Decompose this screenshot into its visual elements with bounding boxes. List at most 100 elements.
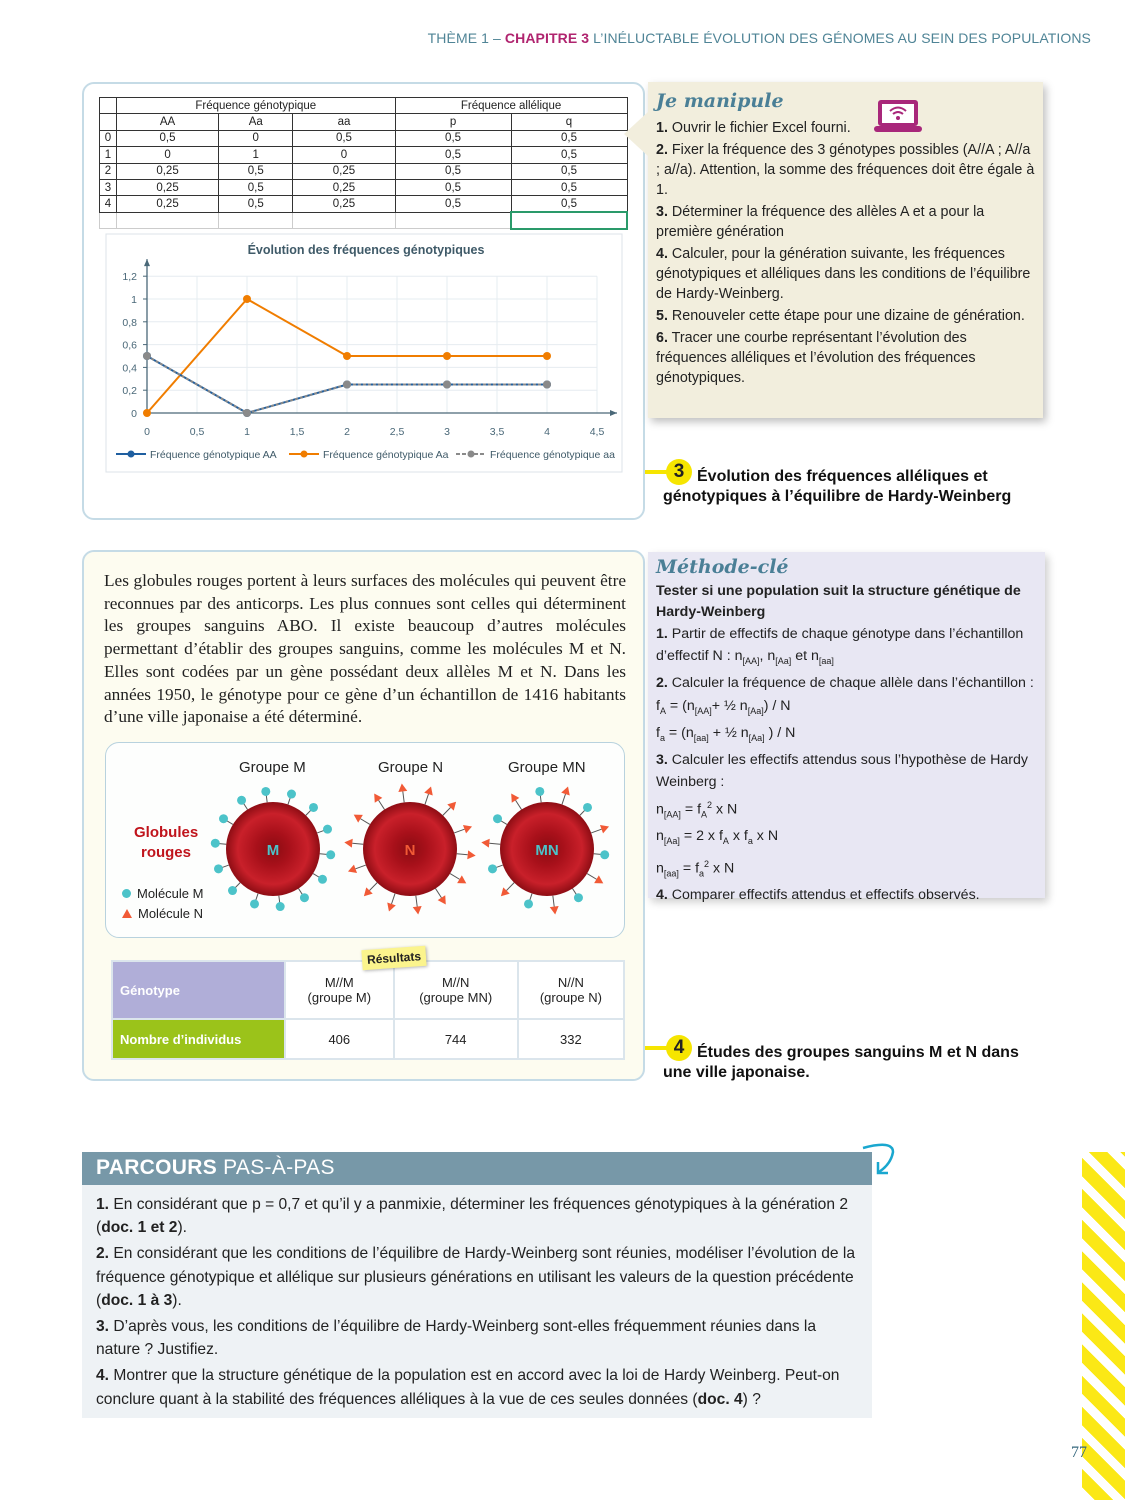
decorative-stripes	[1082, 1152, 1125, 1500]
cell-label: MN	[535, 842, 558, 859]
chapter-label: CHAPITRE 3	[504, 30, 590, 46]
formula: n[AA] = fA2 x N	[656, 799, 738, 820]
theme-label: THÈME 1 –	[427, 30, 501, 46]
legend-label: Fréquence génotypique aa	[490, 449, 615, 461]
y-tick-label: 0,4	[122, 362, 137, 374]
molecule-m	[227, 886, 237, 896]
table-cell: 0,5	[394, 162, 512, 180]
molecule-m	[213, 864, 223, 874]
group-n-label: Groupe N	[378, 759, 444, 776]
table-cell: 0,5	[510, 162, 628, 180]
molecule-n	[599, 824, 610, 834]
table-cell: 0,5	[218, 178, 294, 197]
table-cell: 1	[218, 146, 294, 164]
method-step: 1. Partir de effectifs de chaque génotyp…	[656, 626, 1024, 667]
table-cell: 4	[99, 195, 117, 213]
genotype-cell: M//M (groupe M)	[284, 960, 395, 1020]
molecule-stalk	[391, 893, 396, 905]
connector-line	[645, 1046, 669, 1050]
table-cell: 3	[99, 178, 117, 197]
column-header: AA	[115, 113, 220, 131]
chart-title: Évolution des fréquences génotypiques	[248, 242, 485, 257]
table-cell: 0,25	[292, 178, 396, 197]
genotype-cell: N//N (groupe N)	[516, 960, 626, 1020]
running-head: THÈME 1 – CHAPITRE 3 L’INÉLUCTABLE ÉVOLU…	[428, 30, 1091, 46]
table-cell: 0,5	[218, 195, 294, 213]
molecule-stalk	[586, 873, 597, 880]
molecule-n	[437, 895, 446, 905]
molecule-stalk	[402, 791, 405, 803]
table-cell: 2	[99, 162, 117, 180]
genotype-frequency-chart: Évolution des fréquences génotypiques 0 0,…	[105, 233, 623, 473]
y-tick-label: 0	[131, 408, 137, 420]
empty-row	[99, 211, 628, 230]
column-header: q	[510, 113, 628, 131]
method-step: 4. Comparer effectifs attendus et effect…	[656, 887, 980, 904]
molecule-m-icon	[122, 889, 131, 898]
molecule-n	[561, 786, 570, 796]
molecule-n	[481, 838, 490, 848]
molecule-n	[374, 793, 383, 803]
column-header: aa	[292, 113, 396, 131]
molecule-n	[549, 905, 559, 915]
table-cell: 0,5	[510, 195, 628, 213]
method-step: 2. Calculer la fréquence de chaque allèl…	[656, 675, 1034, 692]
molecule-stalk	[449, 873, 460, 880]
molecule-m	[583, 802, 593, 812]
molecule-m	[286, 789, 296, 799]
doc3-caption: Évolution des fréquences alléliques et g…	[663, 468, 1012, 505]
question-item: 4. Montrer que la structure génétique de…	[96, 1367, 840, 1408]
molecule-n	[447, 801, 457, 811]
table-cell: 0,5	[292, 129, 396, 148]
table-cell: 1	[99, 146, 117, 164]
data-point	[543, 380, 551, 389]
table-row: 1 0 1 0 0,5 0,5	[99, 146, 628, 164]
molecule-m	[326, 850, 336, 860]
molecule-m	[261, 786, 271, 796]
molecule-m	[323, 824, 333, 834]
doc4-number-badge: 4	[666, 1035, 692, 1061]
step-item: 1. Ouvrir le fichier Excel fourni.	[656, 120, 851, 136]
table-row: 0 0,5 0 0,5 0,5 0,5	[99, 129, 628, 148]
column-header	[99, 113, 117, 131]
data-point	[543, 352, 551, 360]
header-genotypic: Fréquence génotypique	[115, 96, 396, 115]
callout-pointer	[624, 112, 648, 156]
molecule-n-icon	[122, 909, 132, 918]
data-point	[343, 380, 351, 389]
question-item: 2. En considérant que les conditions de …	[96, 1245, 856, 1309]
x-tick-label: 0	[144, 426, 150, 438]
methode-cle-steps: Tester si une population suit la structu…	[656, 581, 1037, 907]
x-tick-label: 4,5	[590, 426, 605, 438]
molecule-m	[219, 814, 229, 824]
table-cell: 0,5	[510, 129, 628, 148]
molecule-n	[594, 875, 604, 884]
table-cell: 0,5	[394, 195, 512, 213]
step-item: 3. Déterminer la fréquence des allèles A…	[656, 204, 985, 240]
y-tick-label: 1,2	[122, 271, 137, 283]
je-manipule-steps: 1. Ouvrir le fichier Excel fourni. 2. Fix…	[656, 118, 1035, 388]
red-blood-cell	[363, 802, 457, 896]
y-tick-label: 0,8	[122, 317, 137, 329]
molecule-stalk	[424, 793, 429, 805]
step-item: 6. Tracer une courbe représentant l’évol…	[656, 330, 976, 386]
step-item: 4. Calculer, pour la génération suivante…	[656, 246, 1031, 302]
molecule-stalk	[435, 888, 442, 899]
methode-cle-title: Méthode-clé	[656, 556, 789, 578]
count-cell: 332	[516, 1018, 626, 1060]
table-row: 4 0,25 0,5 0,25 0,5 0,5	[99, 195, 628, 213]
molecule-n	[412, 905, 422, 915]
x-tick-label: 2,5	[390, 426, 405, 438]
table-cell: 0	[218, 129, 294, 148]
molecule-m	[535, 786, 545, 796]
table-cell: 0,5	[218, 162, 294, 180]
molecule-stalk	[456, 853, 468, 856]
table-cell: 0,25	[115, 178, 220, 197]
molecule-n	[424, 786, 433, 796]
doc4-box: Les globules rouges portent à leurs surf…	[82, 550, 645, 1081]
molecule-stalk	[378, 799, 385, 810]
molecule-n	[500, 887, 510, 897]
connector-line	[645, 470, 669, 474]
results-table: Génotype M//M (groupe M) M//N (groupe MN) …	[111, 960, 626, 1060]
doc4-caption: Études des groupes sanguins M et N dans …	[663, 1044, 1019, 1081]
